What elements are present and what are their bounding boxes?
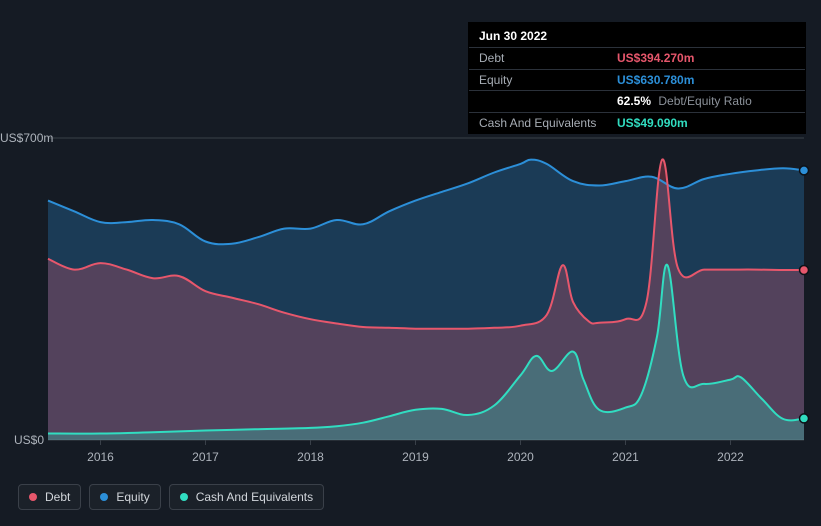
- x-tick-label: 2017: [192, 450, 219, 464]
- legend-item-cash[interactable]: Cash And Equivalents: [169, 484, 324, 510]
- tooltip-row-suffix: Debt/Equity Ratio: [655, 94, 752, 108]
- tooltip-row-value: US$630.780m: [617, 73, 694, 87]
- legend-item-label: Equity: [116, 490, 149, 504]
- legend-item-equity[interactable]: Equity: [89, 484, 160, 510]
- x-tick-label: 2016: [87, 450, 114, 464]
- chart-legend: Debt Equity Cash And Equivalents: [18, 484, 324, 510]
- legend-item-debt[interactable]: Debt: [18, 484, 81, 510]
- tooltip-row: Cash And Equivalents US$49.090m: [469, 112, 805, 133]
- equity-color-dot: [100, 493, 108, 501]
- x-tick-label: 2021: [612, 450, 639, 464]
- tooltip-row-value: US$49.090m: [617, 116, 688, 130]
- legend-item-label: Cash And Equivalents: [196, 490, 313, 504]
- x-tick-label: 2022: [717, 450, 744, 464]
- debt-color-dot: [29, 493, 37, 501]
- tooltip-row-value: US$394.270m: [617, 51, 694, 65]
- y-tick-label: US$0: [0, 433, 44, 447]
- cash-color-dot: [180, 493, 188, 501]
- tooltip-title: Jun 30 2022: [469, 23, 805, 47]
- tooltip-row: Equity US$630.780m: [469, 69, 805, 90]
- tooltip-row-label: Debt: [479, 51, 607, 65]
- chart-tooltip: Jun 30 2022 Debt US$394.270m Equity US$630.…: [468, 22, 806, 134]
- x-tick-label: 2018: [297, 450, 324, 464]
- tooltip-row: 62.5% Debt/Equity Ratio: [469, 90, 805, 111]
- tooltip-row-value: 62.5% Debt/Equity Ratio: [617, 94, 752, 108]
- y-tick-label: US$700m: [0, 131, 44, 145]
- legend-item-label: Debt: [45, 490, 70, 504]
- tooltip-row-label: Cash And Equivalents: [479, 116, 607, 130]
- tooltip-row: Debt US$394.270m: [469, 47, 805, 68]
- tooltip-row-label: Equity: [479, 73, 607, 87]
- x-tick-label: 2020: [507, 450, 534, 464]
- x-axis-labels: 2016 2017 2018 2019 2020 2021 2022: [0, 450, 821, 466]
- x-tick-label: 2019: [402, 450, 429, 464]
